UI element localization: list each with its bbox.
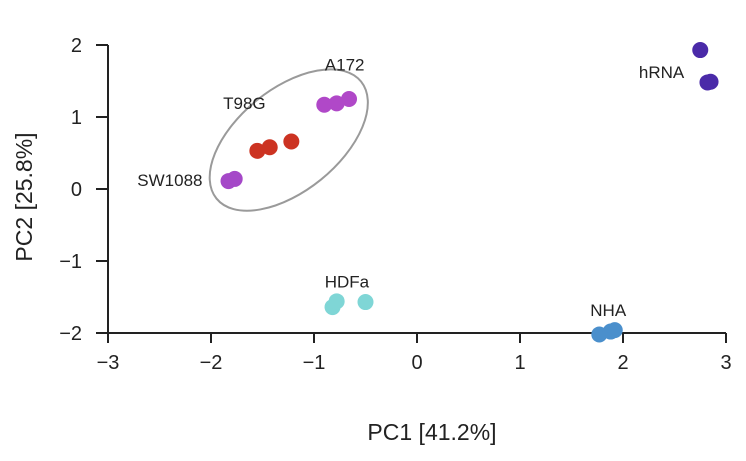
data-point	[357, 294, 374, 311]
series-a172	[316, 91, 358, 113]
series-hdfa	[324, 293, 374, 316]
series-t98g	[249, 133, 300, 159]
series-sw1088	[220, 170, 243, 190]
y-tick-label: −2	[59, 323, 82, 345]
data-point	[249, 142, 266, 159]
data-point	[606, 322, 623, 339]
series-hrna	[692, 42, 719, 91]
data-point	[341, 91, 358, 107]
y-tick-label: 1	[71, 107, 82, 129]
x-tick-label: 0	[411, 352, 422, 374]
data-points	[220, 42, 719, 343]
x-axis-title: PC1 [41.2%]	[367, 419, 496, 445]
x-tick-label: 2	[617, 352, 628, 374]
data-point	[702, 73, 719, 90]
y-tick-label: 2	[71, 35, 82, 57]
y-tick-label: 0	[71, 179, 82, 201]
glioma-cluster-ellipse	[208, 68, 369, 212]
y-tick-label: −1	[59, 251, 82, 273]
x-tick-label: −3	[97, 352, 120, 374]
y-ticks: 2 1 0 −1 −2	[59, 35, 108, 345]
data-point	[261, 139, 278, 156]
data-point	[328, 293, 345, 310]
data-point	[692, 42, 709, 59]
group-label-hrna: hRNA	[639, 63, 685, 82]
group-label-t98g: T98G	[223, 94, 266, 113]
group-label-nha: NHA	[590, 301, 627, 320]
data-point	[226, 170, 243, 187]
group-labels: A172 T98G SW1088 hRNA HDFa NHA	[137, 55, 685, 320]
x-tick-label: 1	[514, 352, 525, 374]
group-label-sw1088: SW1088	[137, 171, 202, 190]
x-tick-label: 3	[720, 352, 731, 374]
group-label-a172: A172	[325, 55, 365, 74]
data-point	[328, 95, 345, 112]
x-ticks: −3 −2 −1 0 1 2 3	[97, 333, 732, 374]
group-label-hdfa: HDFa	[325, 272, 370, 291]
data-point	[316, 96, 333, 113]
y-axis-title: PC2 [25.8%]	[11, 132, 37, 261]
x-tick-label: −2	[200, 352, 223, 374]
x-tick-label: −1	[303, 352, 326, 374]
series-nha	[591, 322, 623, 343]
data-point	[283, 133, 300, 150]
